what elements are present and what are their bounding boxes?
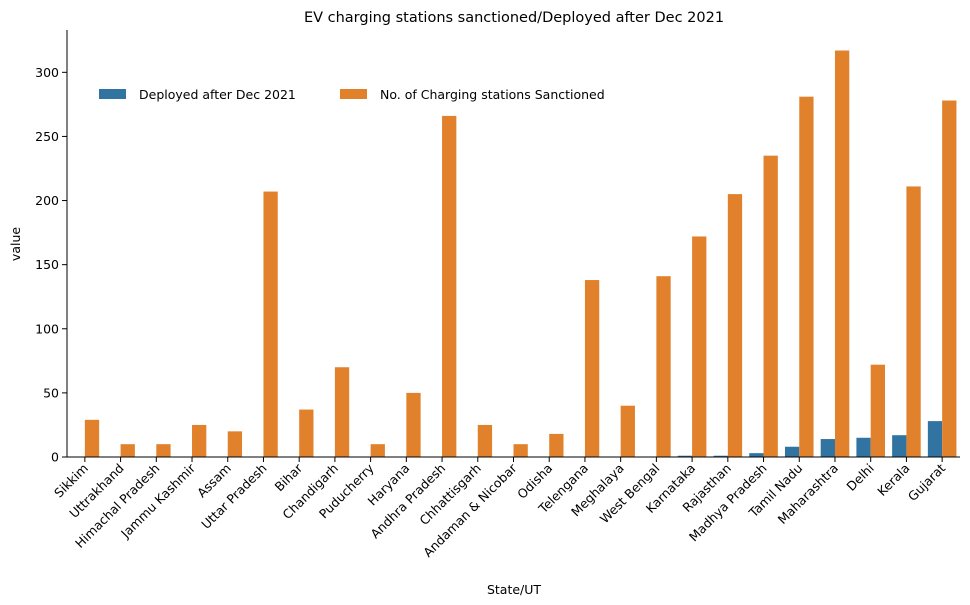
- bar-sanctioned: [656, 276, 671, 457]
- legend: Deployed after Dec 2021 No. of Charging s…: [99, 87, 605, 102]
- bar-sanctioned: [120, 444, 135, 457]
- bar-sanctioned: [799, 96, 814, 458]
- bar-sanctioned: [370, 444, 385, 457]
- bar-deployed: [856, 437, 871, 457]
- bar-deployed: [713, 455, 728, 457]
- y-tick-label: 250: [35, 129, 59, 144]
- legend-label: Deployed after Dec 2021: [139, 87, 296, 102]
- bar-sanctioned: [763, 155, 778, 457]
- bar-deployed: [820, 439, 835, 457]
- bar-sanctioned: [263, 191, 278, 457]
- bar-sanctioned: [84, 419, 100, 457]
- bar-sanctioned: [549, 433, 564, 457]
- bar-sanctioned: [299, 409, 314, 457]
- bar-deployed: [677, 455, 693, 457]
- bar-sanctioned: [620, 405, 635, 457]
- y-axis-label: value: [8, 227, 23, 261]
- legend-label: No. of Charging stations Sanctioned: [380, 87, 605, 102]
- bar-sanctioned: [477, 424, 493, 457]
- x-axis-label: State/UT: [487, 582, 541, 597]
- y-tick-label: 0: [51, 450, 59, 465]
- bar-sanctioned: [727, 194, 743, 457]
- x-tick-label: Uttar Pradesh: [198, 461, 269, 532]
- x-tick-label: Delhi: [843, 461, 876, 494]
- legend-swatch: [99, 89, 126, 99]
- bar-sanctioned: [906, 186, 921, 457]
- y-tick-label: 200: [35, 193, 59, 208]
- bar-sanctioned: [942, 100, 957, 457]
- bar-sanctioned: [692, 236, 707, 457]
- bar-sanctioned: [192, 424, 207, 457]
- bar-sanctioned: [442, 115, 457, 457]
- bar-sanctioned: [584, 280, 600, 457]
- y-tick-label: 50: [43, 385, 59, 400]
- bar-sanctioned: [156, 444, 171, 457]
- chart-title: EV charging stations sanctioned/Deployed…: [304, 10, 724, 26]
- x-tick-label: Gujarat: [905, 460, 949, 504]
- bar-deployed: [749, 453, 764, 457]
- bar-deployed: [892, 435, 907, 457]
- bar-sanctioned: [834, 50, 850, 458]
- y-tick-label: 300: [35, 65, 59, 80]
- y-tick-label: 100: [35, 321, 59, 336]
- bar-sanctioned: [334, 367, 350, 457]
- y-axis: 0 50 100 150 200 250 300: [35, 30, 68, 465]
- y-tick-label: 150: [35, 257, 59, 272]
- bars-group: [84, 50, 957, 458]
- bar-sanctioned: [870, 364, 885, 457]
- legend-swatch: [340, 89, 367, 99]
- bar-sanctioned: [227, 431, 243, 457]
- bar-deployed: [927, 421, 943, 457]
- bar-deployed: [784, 446, 800, 457]
- bar-sanctioned: [513, 444, 528, 457]
- bar-sanctioned: [406, 392, 421, 457]
